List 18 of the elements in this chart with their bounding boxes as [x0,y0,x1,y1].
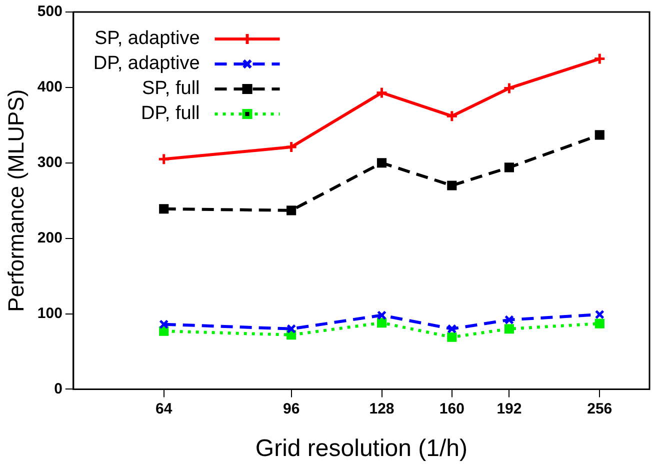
y-tick-label: 400 [37,78,62,96]
x-tick-label: 256 [587,400,612,418]
x-tick-label: 96 [282,400,300,418]
y-tick-label: 200 [37,229,62,246]
x-tick-label: 192 [496,400,522,418]
legend-label: DP, adaptive [93,53,200,74]
y-axis-title: Performance (MLUPS) [3,89,28,312]
y-tick-label: 100 [37,304,62,322]
x-axis-title: Grid resolution (1/h) [255,435,468,462]
y-tick-label: 0 [54,380,62,398]
legend-label: SP, adaptive [94,28,200,50]
x-tick-label: 64 [156,400,173,418]
x-tick-label: 160 [439,400,464,418]
y-tick-label: 300 [37,154,62,172]
y-tick-label: 500 [37,3,62,20]
legend-label: SP, full [142,78,200,100]
legend-label: DP, full [140,103,200,124]
x-tick-label: 128 [369,400,394,418]
